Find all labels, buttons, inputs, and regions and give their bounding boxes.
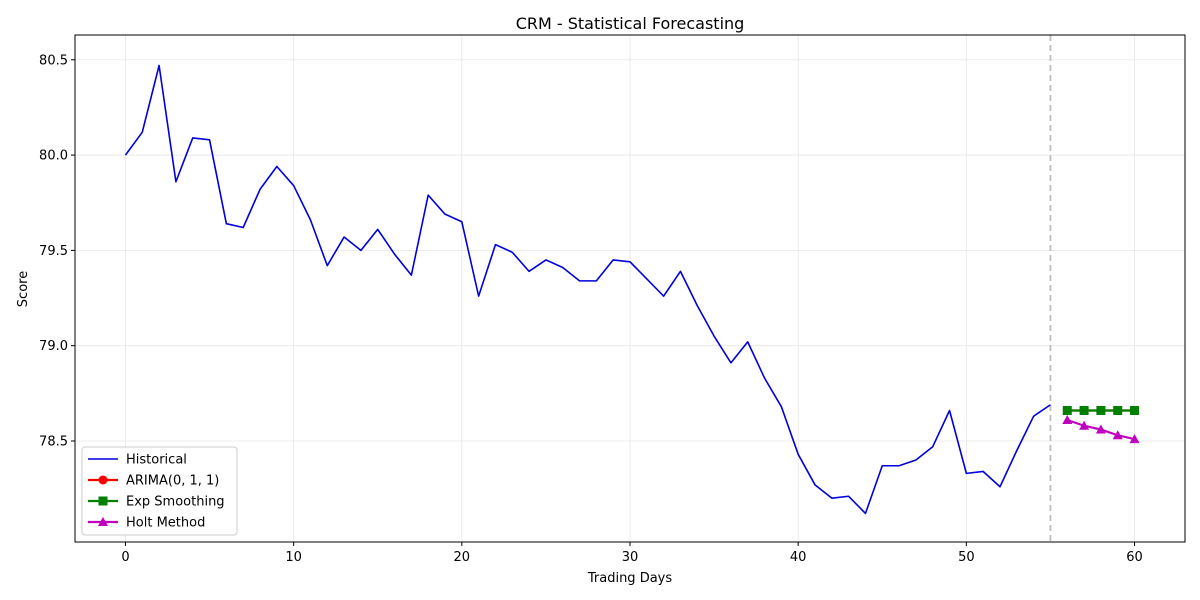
data-point xyxy=(1062,405,1072,415)
x-tick-label: 60 xyxy=(1126,550,1143,565)
legend: Historical ARIMA(0, 1, 1) Exp Smoothing Hol… xyxy=(81,446,238,536)
x-tick-label: 0 xyxy=(121,550,129,565)
legend-item: ARIMA(0, 1, 1) xyxy=(88,474,219,489)
legend-label: Exp Smoothing xyxy=(126,495,225,510)
x-tick-label: 40 xyxy=(790,550,807,565)
series-line xyxy=(124,64,1051,515)
series-layer xyxy=(124,64,1140,515)
y-tick-label: 80.5 xyxy=(39,53,68,68)
legend-label: ARIMA(0, 1, 1) xyxy=(126,474,219,489)
legend-label: Historical xyxy=(126,453,187,468)
data-point xyxy=(1079,420,1090,430)
x-tick-label: 20 xyxy=(454,550,471,565)
legend-swatch-marker xyxy=(98,517,108,526)
y-axis-label: Score xyxy=(16,271,31,307)
x-tick-label: 10 xyxy=(285,550,302,565)
y-axis-ticks: 78.5 79.0 79.5 80.0 80.5 xyxy=(39,53,75,449)
chart-title: CRM - Statistical Forecasting xyxy=(516,14,745,33)
y-tick-label: 79.0 xyxy=(39,339,68,354)
data-point xyxy=(1129,434,1140,444)
legend-label: Holt Method xyxy=(126,516,205,531)
legend-swatch-marker xyxy=(98,496,108,506)
series-holt-method xyxy=(1062,415,1140,444)
legend-swatch-marker xyxy=(98,475,108,485)
legend-box xyxy=(81,446,238,536)
y-tick-label: 80.0 xyxy=(39,149,68,164)
legend-item: Historical xyxy=(88,453,187,468)
data-point xyxy=(1079,405,1089,415)
data-point xyxy=(1112,430,1123,440)
series-exp-smoothing xyxy=(1062,405,1140,415)
data-point xyxy=(1095,424,1106,434)
grid xyxy=(75,35,1185,542)
y-tick-label: 79.5 xyxy=(39,244,68,259)
legend-item: Holt Method xyxy=(88,516,205,531)
data-point xyxy=(1062,415,1073,425)
x-axis-label: Trading Days xyxy=(587,571,672,586)
data-point xyxy=(1096,405,1106,415)
x-tick-label: 30 xyxy=(622,550,639,565)
x-axis-ticks: 0 10 20 30 40 50 60 xyxy=(121,542,1143,565)
series-historical xyxy=(124,64,1051,515)
data-point xyxy=(1113,405,1123,415)
x-tick-label: 50 xyxy=(958,550,975,565)
data-point xyxy=(1130,405,1140,415)
y-tick-label: 78.5 xyxy=(39,434,68,449)
legend-item: Exp Smoothing xyxy=(88,495,225,510)
